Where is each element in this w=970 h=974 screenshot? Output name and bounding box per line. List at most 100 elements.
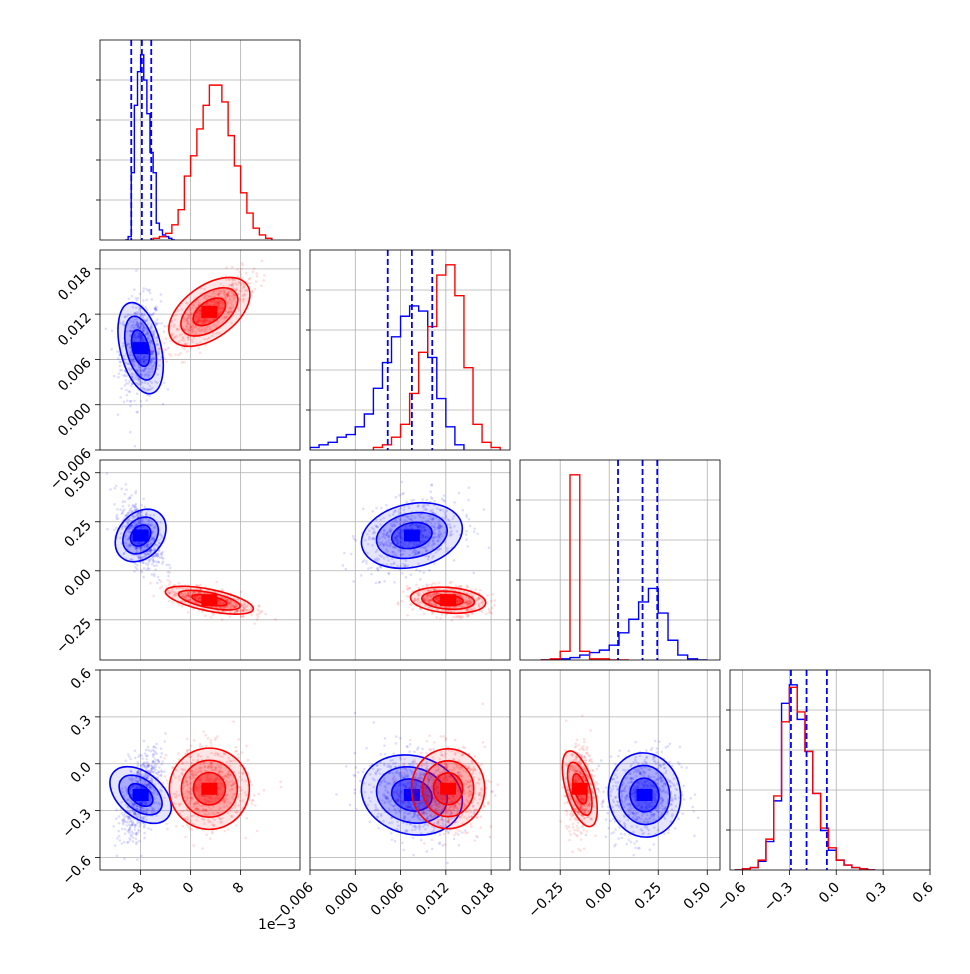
scatter-point <box>127 512 130 515</box>
scatter-point <box>427 584 430 587</box>
scatter-point <box>124 828 127 831</box>
scatter-point <box>256 613 259 616</box>
scatter-point <box>401 481 404 484</box>
scatter-point <box>134 757 137 760</box>
scatter-point <box>204 344 207 347</box>
scatter-point <box>126 841 129 844</box>
scatter-point <box>400 600 403 603</box>
scatter-point <box>151 563 154 566</box>
scatter-point <box>352 535 355 538</box>
scatter-point <box>465 533 468 536</box>
scatter-point <box>434 582 437 585</box>
scatter-point <box>126 399 129 402</box>
scatter-point <box>415 584 418 587</box>
scatter-point <box>134 749 137 752</box>
scatter-point <box>209 837 212 840</box>
scatter-point <box>229 615 232 618</box>
scatter-point <box>157 347 160 350</box>
scatter-point <box>254 804 257 807</box>
scatter-point <box>122 510 125 513</box>
scatter-point <box>453 559 456 562</box>
scatter-point <box>134 566 137 569</box>
scatter-point <box>255 272 258 275</box>
scatter-point <box>134 826 137 829</box>
scatter-point <box>129 497 132 500</box>
scatter-point <box>149 750 152 753</box>
scatter-point <box>135 841 138 844</box>
scatter-point <box>109 488 112 491</box>
scatter-point <box>210 616 213 619</box>
scatter-point <box>401 572 404 575</box>
scatter-point <box>148 350 151 353</box>
scatter-point <box>136 392 139 395</box>
scatter-point <box>240 616 243 619</box>
scatter-point <box>153 306 156 309</box>
scatter-point <box>419 578 422 581</box>
scatter-point <box>117 376 120 379</box>
scatter-point <box>253 267 256 270</box>
scatter-point <box>123 857 126 860</box>
scatter-point <box>360 574 363 577</box>
scatter-point <box>466 545 469 548</box>
scatter-point <box>365 562 368 565</box>
scatter-point <box>168 353 171 356</box>
scatter-point <box>204 614 207 617</box>
scatter-point <box>153 746 156 749</box>
scatter-point <box>136 821 139 824</box>
scatter-point <box>128 380 131 383</box>
scatter-point <box>410 499 413 502</box>
scatter-point <box>124 483 127 486</box>
scatter-point <box>121 512 124 515</box>
scatter-point <box>158 774 161 777</box>
scatter-point <box>439 617 442 620</box>
scatter-point <box>198 347 201 350</box>
scatter-point <box>378 581 381 584</box>
scatter-point <box>150 768 153 771</box>
scatter-point <box>143 832 146 835</box>
scatter-point <box>150 828 153 831</box>
scatter-point <box>262 279 265 282</box>
scatter-point <box>245 745 248 748</box>
scatter-point <box>112 825 115 828</box>
scatter-point <box>162 403 165 406</box>
scatter-point <box>415 569 418 572</box>
density-peak-1 <box>201 306 217 318</box>
scatter-point <box>241 751 244 754</box>
scatter-point <box>144 306 147 309</box>
scatter-point <box>209 741 212 744</box>
scatter-point <box>142 576 145 579</box>
hist-step-1 <box>153 85 272 240</box>
scatter-point <box>274 618 277 621</box>
scatter-point <box>124 832 127 835</box>
scatter-point <box>125 382 128 385</box>
scatter-point <box>241 262 244 265</box>
scatter-point <box>485 613 488 616</box>
scatter-point <box>232 720 235 723</box>
scatter-point <box>134 562 137 565</box>
scatter-point <box>150 298 153 301</box>
scatter-point <box>205 745 208 748</box>
scatter-point <box>401 493 404 496</box>
scatter-point <box>134 828 137 831</box>
scatter-point <box>121 828 124 831</box>
scatter-point <box>165 754 168 757</box>
scatter-point <box>410 573 413 576</box>
scatter-point <box>253 622 256 625</box>
scatter-point <box>425 499 428 502</box>
scatter-point <box>235 750 238 753</box>
scatter-point <box>119 508 122 511</box>
scatter-point <box>450 619 453 622</box>
scatter-point <box>163 796 166 799</box>
scatter-point <box>131 295 134 298</box>
scatter-point <box>142 561 145 564</box>
scatter-point <box>118 360 121 363</box>
scatter-point <box>375 582 378 585</box>
scatter-point <box>125 488 128 491</box>
scatter-point <box>199 351 202 354</box>
scatter-point <box>124 500 127 503</box>
scatter-point <box>395 496 398 499</box>
scatter-point <box>116 837 119 840</box>
scatter-point <box>361 561 364 564</box>
histogram-p0 <box>96 40 300 240</box>
scatter-point <box>119 396 122 399</box>
